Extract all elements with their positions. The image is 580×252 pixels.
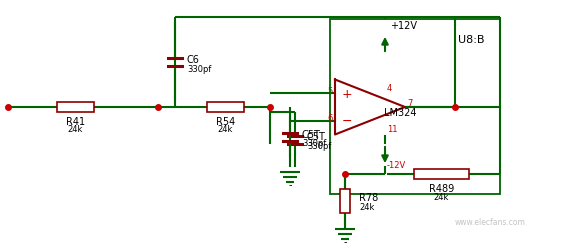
Text: 24k: 24k [434, 192, 449, 201]
Text: 4: 4 [387, 83, 392, 92]
Text: -12V: -12V [387, 160, 406, 169]
Text: 330pf: 330pf [302, 139, 327, 148]
Text: 11: 11 [387, 125, 397, 134]
Text: 330pf: 330pf [187, 64, 211, 73]
Text: -: - [343, 236, 347, 246]
Text: C5T: C5T [302, 130, 321, 139]
Text: R489: R489 [429, 183, 454, 193]
Text: 7: 7 [407, 98, 412, 107]
Text: 330pf: 330pf [307, 141, 331, 150]
Text: www.elecfans.com: www.elecfans.com [455, 218, 525, 227]
Text: 24k: 24k [359, 202, 374, 211]
Text: −: − [342, 115, 352, 128]
Text: +12V: +12V [390, 21, 417, 31]
Bar [340, 189, 350, 213]
Bar [330, 20, 500, 194]
Text: 24k: 24k [218, 125, 233, 134]
Text: 6: 6 [328, 114, 333, 123]
Text: 24k: 24k [68, 125, 83, 134]
Text: C5T: C5T [307, 132, 326, 142]
Text: R41: R41 [66, 116, 85, 127]
Text: C6: C6 [187, 55, 200, 65]
Text: 5: 5 [328, 86, 333, 95]
Bar [206, 103, 244, 113]
Text: R54: R54 [216, 116, 235, 127]
Bar [414, 169, 469, 179]
Text: -: - [288, 179, 292, 189]
Text: +: + [342, 87, 352, 100]
Text: R78: R78 [359, 192, 378, 202]
Text: LM324: LM324 [384, 108, 416, 117]
Bar [57, 103, 95, 113]
Text: U8:B: U8:B [459, 35, 485, 45]
